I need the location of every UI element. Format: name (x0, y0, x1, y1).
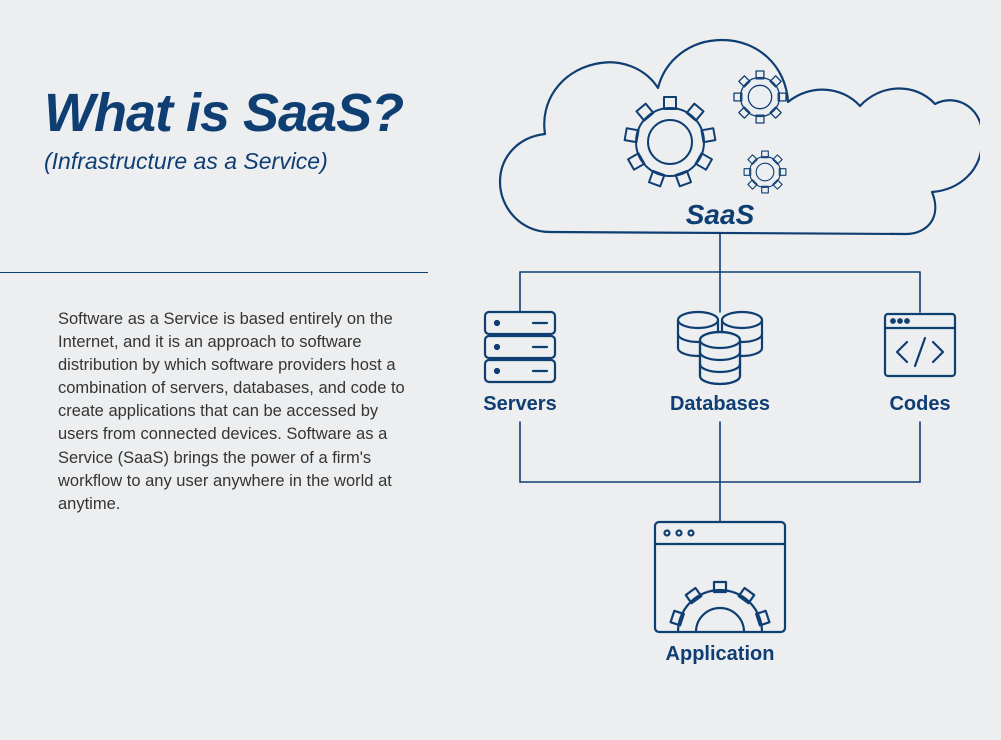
page-subtitle: (Infrastructure as a Service) (44, 148, 328, 175)
divider-line (0, 272, 428, 273)
databases-label: Databases (670, 393, 770, 415)
cloud-label: SaaS (686, 199, 755, 230)
servers-label: Servers (483, 393, 556, 415)
connector-top (520, 234, 920, 312)
saas-diagram: SaaS Servers Databases Codes Application (460, 22, 980, 722)
gears-icon (625, 71, 786, 193)
servers-icon (485, 312, 555, 382)
databases-icon (678, 312, 762, 384)
body-text: Software as a Service is based entirely … (58, 308, 420, 516)
codes-label: Codes (889, 393, 950, 415)
page-title: What is SaaS? (44, 82, 403, 144)
application-label: Application (666, 643, 775, 665)
application-icon (655, 522, 785, 632)
codes-icon (885, 314, 955, 376)
connector-bottom (520, 422, 920, 522)
